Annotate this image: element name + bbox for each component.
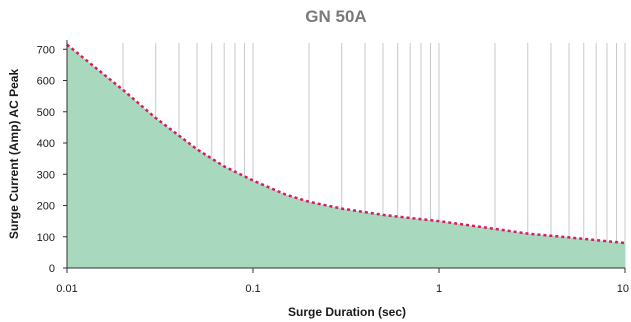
axes [66, 40, 625, 269]
y-tick-label: 300 [37, 169, 55, 181]
x-tick-label: 10 [617, 283, 629, 295]
y-tick-label: 100 [37, 232, 55, 244]
series-line [66, 43, 626, 245]
x-axis-label: Surge Duration (sec) [288, 305, 406, 319]
y-tick-label: 700 [37, 44, 55, 56]
area-fill [67, 44, 625, 268]
y-tick-label: 200 [37, 201, 55, 213]
y-tick-label: 600 [37, 76, 55, 88]
tick-labels: 0 100 200 300 400 500 600 700 0.01 0.1 1 10 [37, 44, 629, 295]
x-tick-label: 1 [436, 283, 442, 295]
chart-title: GN 50A [305, 7, 366, 26]
y-tick-label: 400 [37, 138, 55, 150]
x-tick-label: 0.01 [56, 283, 77, 295]
x-tick-label: 0.1 [245, 283, 260, 295]
y-axis-label: Surge Current (Amp) AC Peak [7, 69, 21, 240]
y-tick-label: 500 [37, 107, 55, 119]
y-tick-label: 0 [49, 263, 55, 275]
